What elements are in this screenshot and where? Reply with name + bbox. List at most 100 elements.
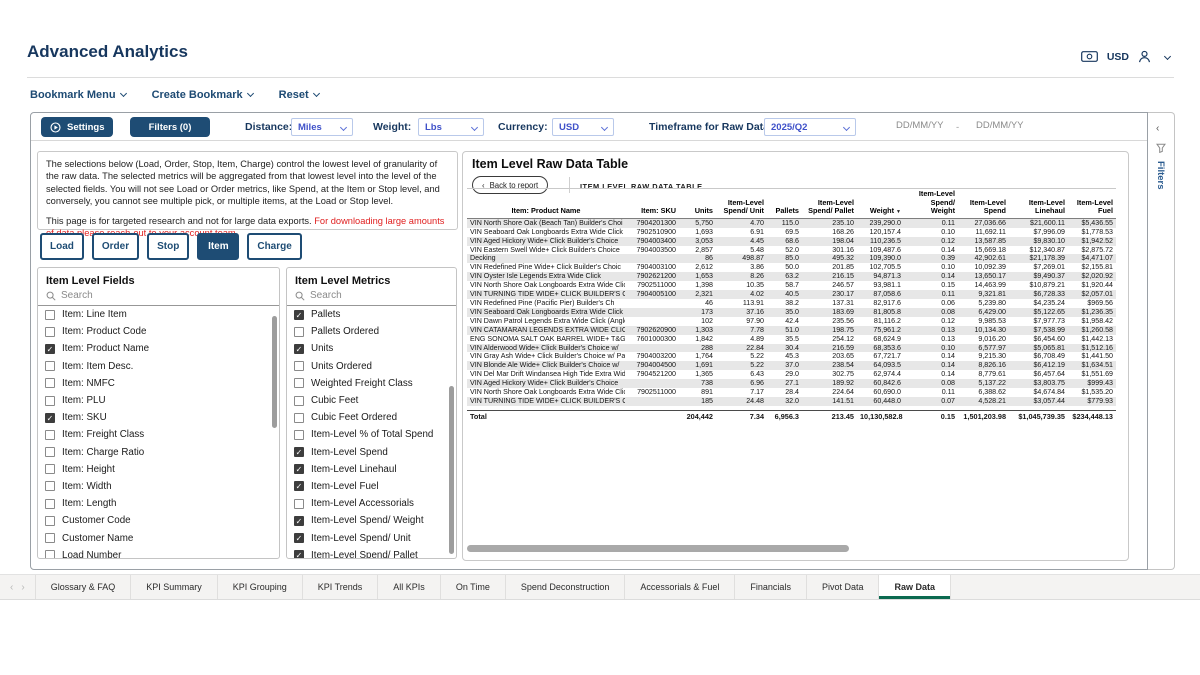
checkbox-item[interactable]: Item: Width	[38, 478, 279, 495]
checkbox-unchecked[interactable]	[294, 326, 304, 337]
column-header[interactable]: Item-Level Spend/ Unit	[716, 188, 767, 219]
checkbox-unchecked[interactable]	[45, 464, 55, 475]
checkbox-item[interactable]: Cubic Feet Ordered	[287, 409, 456, 426]
column-header[interactable]: Item: Product Name	[467, 188, 625, 219]
checkbox-item[interactable]: ✓ Item-Level Spend/ Pallet	[287, 547, 456, 559]
table-row[interactable]: VIN Seaboard Oak Longboards Extra Wide C…	[467, 307, 1116, 317]
checkbox-unchecked[interactable]	[45, 378, 55, 389]
checkbox-unchecked[interactable]	[294, 429, 304, 440]
level-button-load[interactable]: Load	[40, 233, 84, 260]
checkbox-item[interactable]: Item: Charge Ratio	[38, 444, 279, 461]
checkbox-item[interactable]: Item: Product Code	[38, 323, 279, 340]
table-row[interactable]: VIN Redefined Pine (Pacific Pier) Builde…	[467, 299, 1116, 308]
column-header[interactable]: Item-Level Spend	[958, 188, 1009, 219]
tab-raw-data[interactable]: Raw Data	[878, 575, 951, 599]
timeframe-dropdown[interactable]: 2025/Q2	[764, 118, 856, 136]
checkbox-item[interactable]: Item: NMFC	[38, 375, 279, 392]
checkbox-unchecked[interactable]	[294, 378, 304, 389]
checkbox-item[interactable]: Load Number	[38, 547, 279, 558]
table-row[interactable]: VIN North Shore Oak (Beach Tan) Builder'…	[467, 218, 1116, 228]
table-row[interactable]: VIN Aged Hickory Wide+ Click Builder's C…	[467, 236, 1116, 246]
expand-filters-icon[interactable]: ‹	[1156, 123, 1160, 134]
table-horizontal-scrollbar[interactable]	[467, 545, 849, 552]
checkbox-checked[interactable]: ✓	[294, 533, 304, 544]
checkbox-checked[interactable]: ✓	[294, 447, 304, 458]
column-header[interactable]: Item-Level Spend/ Weight	[904, 188, 958, 219]
tab-kpi-grouping[interactable]: KPI Grouping	[216, 575, 302, 599]
checkbox-unchecked[interactable]	[45, 429, 55, 440]
table-row[interactable]: VIN Alderwood Wide+ Click Builder's Choi…	[467, 343, 1116, 353]
checkbox-unchecked[interactable]	[45, 550, 55, 558]
create-bookmark-button[interactable]: Create Bookmark	[152, 89, 254, 101]
level-button-order[interactable]: Order	[91, 233, 140, 260]
checkbox-item[interactable]: ✓ Item-Level Fuel	[287, 478, 456, 495]
chevron-down-icon[interactable]	[1163, 52, 1172, 61]
checkbox-item[interactable]: Item-Level Accessorials	[287, 495, 456, 512]
tab-nav-prev-icon[interactable]: ‹	[10, 581, 14, 593]
date-to-input[interactable]	[976, 120, 1028, 131]
tab-kpi-summary[interactable]: KPI Summary	[130, 575, 217, 599]
table-row[interactable]: VIN Oyster Isle Legends Extra Wide Click…	[467, 272, 1116, 282]
level-button-charge[interactable]: Charge	[247, 233, 302, 260]
weight-dropdown[interactable]: Lbs	[418, 118, 484, 136]
checkbox-unchecked[interactable]	[45, 309, 55, 320]
filters-button[interactable]: Filters (0)	[130, 117, 210, 137]
checkbox-checked[interactable]: ✓	[294, 515, 304, 526]
checkbox-item[interactable]: Weighted Freight Class	[287, 375, 456, 392]
table-row[interactable]: VIN Blonde Ale Wide+ Click Builder's Cho…	[467, 361, 1116, 371]
table-row[interactable]: VIN Redefined Pine Wide+ Click Builder's…	[467, 263, 1116, 272]
checkbox-item[interactable]: ✓ Item: Product Name	[38, 340, 279, 357]
tab-kpi-trends[interactable]: KPI Trends	[301, 575, 378, 599]
column-header[interactable]: Item: SKU	[625, 188, 679, 219]
checkbox-item[interactable]: Customer Code	[38, 512, 279, 529]
checkbox-checked[interactable]: ✓	[45, 412, 55, 423]
checkbox-unchecked[interactable]	[45, 447, 55, 458]
checkbox-checked[interactable]: ✓	[294, 343, 304, 354]
checkbox-item[interactable]: Units Ordered	[287, 358, 456, 375]
reset-button[interactable]: Reset	[279, 89, 320, 101]
checkbox-item[interactable]: ✓ Item-Level Spend/ Unit	[287, 529, 456, 546]
metrics-scrollbar[interactable]	[449, 386, 454, 554]
checkbox-checked[interactable]: ✓	[294, 550, 304, 559]
checkbox-item[interactable]: Item: Line Item	[38, 306, 279, 323]
column-header[interactable]: Item-Level Linehaul	[1009, 188, 1068, 219]
metrics-search[interactable]: Search	[287, 288, 456, 306]
checkbox-unchecked[interactable]	[45, 395, 55, 406]
column-header[interactable]: Pallets	[767, 188, 802, 219]
checkbox-unchecked[interactable]	[45, 481, 55, 492]
level-button-stop[interactable]: Stop	[147, 233, 190, 260]
checkbox-item[interactable]: Item: Length	[38, 495, 279, 512]
checkbox-item[interactable]: ✓ Item-Level Linehaul	[287, 461, 456, 478]
checkbox-unchecked[interactable]	[294, 361, 304, 372]
tab-glossary-faq[interactable]: Glossary & FAQ	[34, 575, 131, 599]
table-row[interactable]: VIN Gray Ash Wide+ Click Builder's Choic…	[467, 352, 1116, 361]
tab-spend-deconstruction[interactable]: Spend Deconstruction	[504, 575, 625, 599]
column-header[interactable]: Item-Level Spend/ Pallet	[802, 188, 857, 219]
checkbox-item[interactable]: Item: Freight Class	[38, 426, 279, 443]
checkbox-item[interactable]: Customer Name	[38, 529, 279, 546]
checkbox-item[interactable]: ✓ Item-Level Spend/ Weight	[287, 512, 456, 529]
checkbox-item[interactable]: Item: Item Desc.	[38, 358, 279, 375]
checkbox-item[interactable]: Item: Height	[38, 461, 279, 478]
checkbox-unchecked[interactable]	[294, 395, 304, 406]
table-row[interactable]: VIN TURNING TIDE WIDE+ CLICK BUILDER'S C…	[467, 396, 1116, 406]
table-row[interactable]: VIN Aged Hickory Wide+ Click Builder's C…	[467, 379, 1116, 389]
user-profile-icon[interactable]	[1138, 50, 1151, 63]
bookmark-menu-button[interactable]: Bookmark Menu	[30, 89, 127, 101]
checkbox-unchecked[interactable]	[294, 412, 304, 423]
checkbox-unchecked[interactable]	[45, 533, 55, 544]
checkbox-item[interactable]: ✓ Item: SKU	[38, 409, 279, 426]
checkbox-checked[interactable]: ✓	[294, 481, 304, 492]
column-header[interactable]: Units	[679, 188, 716, 219]
date-from-input[interactable]	[896, 120, 948, 131]
table-row[interactable]: Decking 86 498.87 85.0 495.32 109,390.0 0.39 42…	[467, 254, 1116, 264]
tab-all-kpis[interactable]: All KPIs	[377, 575, 440, 599]
currency-dropdown[interactable]: USD	[552, 118, 614, 136]
checkbox-checked[interactable]: ✓	[45, 343, 55, 354]
funnel-icon[interactable]	[1156, 143, 1166, 153]
checkbox-unchecked[interactable]	[45, 515, 55, 526]
checkbox-unchecked[interactable]	[294, 498, 304, 509]
checkbox-checked[interactable]: ✓	[294, 309, 304, 320]
tab-financials[interactable]: Financials	[734, 575, 806, 599]
checkbox-item[interactable]: ✓ Item-Level Spend	[287, 444, 456, 461]
